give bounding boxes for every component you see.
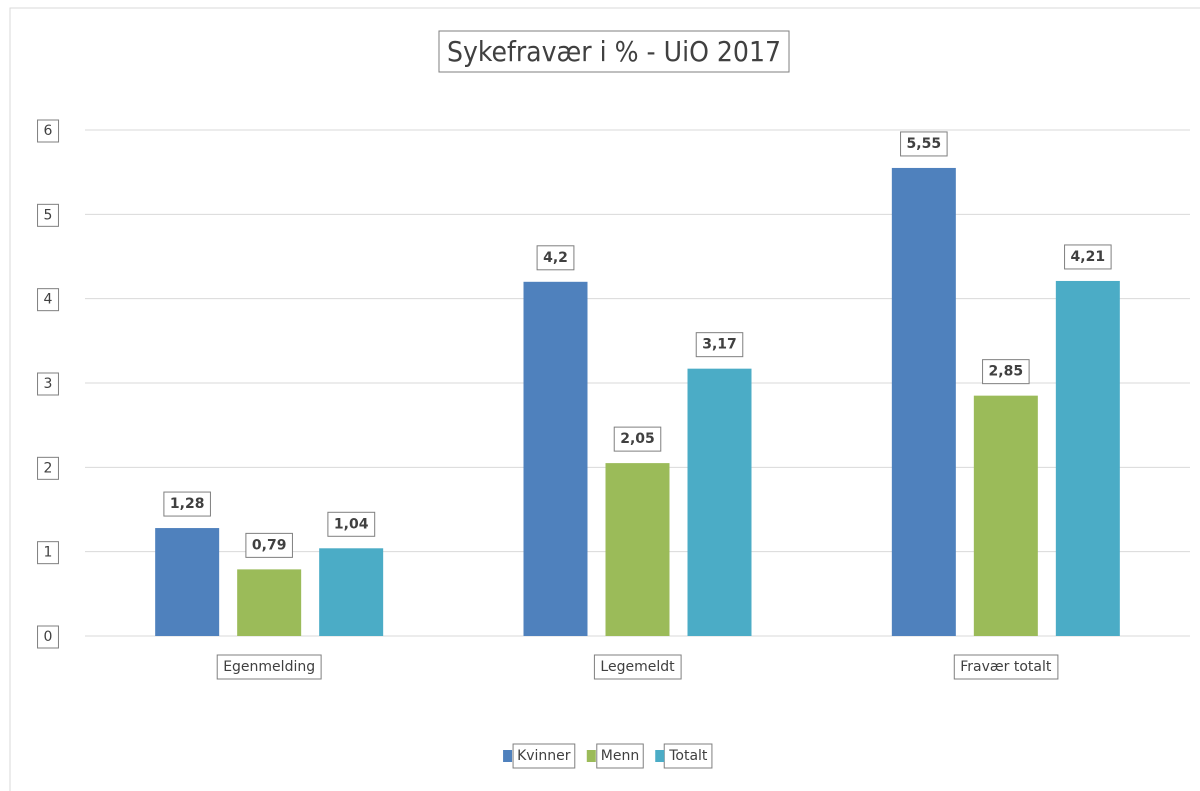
legend-marker <box>655 750 665 762</box>
bar <box>891 167 956 636</box>
value-label-box <box>536 245 575 271</box>
value-label: 0,79 <box>252 537 287 553</box>
x-tick-label: Fravær totalt <box>960 659 1052 675</box>
value-label: 1,28 <box>170 496 205 512</box>
y-tick-label: 4 <box>44 292 53 308</box>
title-box <box>438 30 790 73</box>
value-label: 2,85 <box>989 364 1024 380</box>
x-tick-label: Legemeldt <box>600 659 675 675</box>
y-tick-box <box>37 372 59 396</box>
bar <box>155 528 220 636</box>
y-tick-box <box>37 625 59 649</box>
y-tick-box <box>37 288 60 312</box>
y-tick-box <box>37 456 59 480</box>
y-tick-box <box>37 119 60 143</box>
value-label: 4,2 <box>543 250 568 266</box>
bar <box>973 395 1038 636</box>
y-tick-box <box>37 203 59 227</box>
y-tick-label: 5 <box>44 207 53 223</box>
legend-marker <box>586 750 596 762</box>
value-label: 2,05 <box>620 431 655 447</box>
legend-label: Totalt <box>668 748 708 764</box>
y-tick-box <box>37 541 59 565</box>
value-label-box <box>163 491 211 517</box>
value-label-box <box>245 532 293 558</box>
value-label: 3,17 <box>702 337 737 353</box>
x-tick-box <box>953 654 1059 680</box>
y-tick-label: 1 <box>44 545 53 561</box>
value-label-box <box>613 426 662 452</box>
y-tick-label: 0 <box>44 629 53 645</box>
bar <box>523 281 588 636</box>
value-label-box <box>327 511 376 537</box>
legend-label: Kvinner <box>517 748 571 764</box>
x-tick-label: Egenmelding <box>223 659 315 675</box>
legend-box <box>512 743 576 769</box>
value-label: 5,55 <box>907 136 942 152</box>
y-tick-label: 2 <box>44 460 53 476</box>
bar <box>237 569 302 636</box>
value-label-box <box>695 332 744 358</box>
value-label-box <box>900 131 948 157</box>
y-tick-label: 3 <box>44 376 53 392</box>
legend-box <box>596 743 644 769</box>
x-tick-box <box>593 654 682 680</box>
legend-label: Menn <box>601 748 639 764</box>
chart-title: Sykefravær i % - UiO 2017 <box>447 35 781 68</box>
y-tick-label: 6 <box>44 123 53 139</box>
value-label: 4,21 <box>1071 249 1106 265</box>
legend-box <box>663 743 713 769</box>
value-label: 1,04 <box>334 516 369 532</box>
x-tick-box <box>216 654 322 680</box>
bar <box>1055 280 1120 636</box>
bar <box>605 463 670 636</box>
legend-marker <box>503 750 513 762</box>
bar <box>319 548 384 636</box>
value-label-box <box>982 359 1030 385</box>
value-label-box <box>1064 244 1112 270</box>
bar <box>687 368 752 636</box>
